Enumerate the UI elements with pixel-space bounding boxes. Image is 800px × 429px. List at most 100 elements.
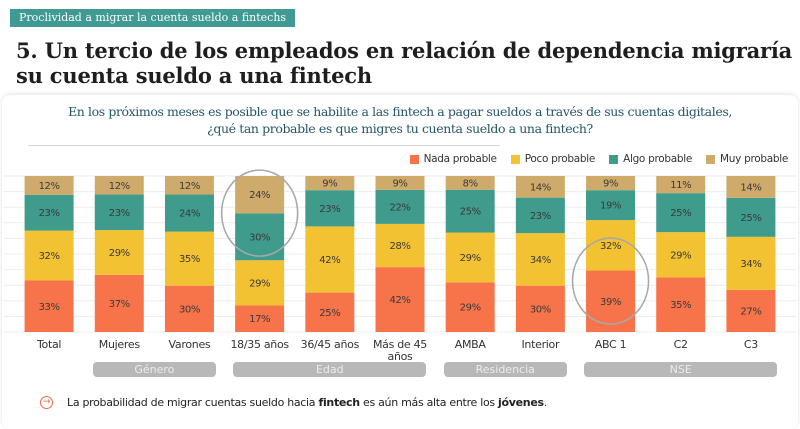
data-label: 35% (179, 254, 200, 265)
legend-label-muy: Muy probable (720, 153, 788, 165)
data-label: 17% (249, 314, 270, 325)
data-label: 27% (740, 306, 761, 317)
data-label: 25% (740, 213, 761, 224)
data-label: 24% (179, 209, 200, 220)
legend-item-muy: Muy probable (706, 153, 788, 165)
data-label: 29% (109, 248, 130, 259)
data-label: 14% (740, 182, 761, 193)
bar-segment-nada (586, 270, 636, 332)
data-label: 30% (179, 304, 200, 315)
data-label: 37% (109, 299, 130, 310)
data-label: 11% (670, 180, 691, 191)
question-line-2: ¿qué tan probable es que migres tu cuent… (207, 121, 593, 136)
data-label: 25% (460, 207, 481, 218)
bar-segment-muy (445, 176, 495, 190)
bar-segment-muy (94, 176, 144, 195)
bar-segment-muy (235, 176, 285, 214)
data-label: 9% (322, 179, 337, 190)
data-label: 42% (389, 295, 410, 306)
bar-segment-algo (515, 197, 565, 234)
bar-segment-nada (656, 277, 706, 332)
data-label: 30% (249, 232, 270, 243)
bar-segment-muy (164, 176, 214, 195)
bar-segment-algo (94, 194, 144, 231)
legend-swatch-poco (510, 154, 520, 164)
category-label: ABC 1 (595, 338, 627, 351)
bar-segment-algo (164, 194, 214, 232)
highlight-circle (571, 237, 650, 325)
note-text-2: es aún más alta entre los (359, 396, 499, 409)
bar-segment-nada (515, 285, 565, 332)
data-label: 34% (740, 259, 761, 270)
data-label: 32% (39, 251, 60, 262)
data-label: 33% (39, 302, 60, 313)
bar-segment-nada (235, 305, 285, 332)
bar-segment-nada (24, 280, 74, 332)
bar-segment-nada (305, 292, 355, 332)
data-label: 29% (460, 253, 481, 264)
legend-label-nada: Nada probable (423, 153, 497, 165)
category-label: Total (36, 338, 61, 351)
data-label: 35% (670, 300, 691, 311)
legend-swatch-nada (409, 154, 419, 164)
bar-segment-muy (305, 176, 355, 191)
category-label: C2 (674, 338, 688, 351)
category-label: años (388, 350, 414, 362)
bar-segment-nada (445, 282, 495, 332)
question-divider (28, 145, 500, 146)
legend-item-poco: Poco probable (510, 153, 595, 165)
data-label: 24% (249, 190, 270, 201)
group-label-nse: NSE (584, 362, 778, 377)
section-tag: Proclividad a migrar la cuenta sueldo a … (10, 9, 296, 27)
page-title: 5. Un tercio de los empleados en relació… (16, 38, 793, 88)
note-bold-jovenes: jóvenes (498, 396, 544, 409)
category-label: Mujeres (99, 338, 141, 351)
data-label: 23% (39, 208, 60, 219)
highlight-circle (220, 169, 299, 257)
data-label: 12% (39, 181, 60, 192)
bar-segment-nada (94, 274, 144, 332)
legend-label-algo: Algo probable (623, 153, 693, 165)
category-label: Interior (521, 338, 560, 351)
data-label: 30% (530, 304, 551, 315)
bar-segment-algo (586, 190, 636, 221)
data-label: 23% (109, 208, 130, 219)
data-label: 23% (319, 204, 340, 215)
group-label-residencia: Residencia (443, 362, 567, 377)
data-label: 39% (600, 297, 621, 308)
bar-segment-poco (94, 230, 144, 275)
data-label: 23% (530, 211, 551, 222)
bar-segment-poco (445, 232, 495, 283)
data-label: 29% (460, 303, 481, 314)
bar-segment-poco (515, 233, 565, 286)
data-label: 29% (249, 278, 270, 289)
bar-segment-muy (656, 176, 706, 194)
data-label: 25% (670, 208, 691, 219)
data-label: 14% (530, 182, 551, 193)
data-label: 22% (389, 202, 410, 213)
data-label: 12% (179, 181, 200, 192)
note-text-3: . (543, 396, 548, 409)
bar-segment-nada (375, 267, 425, 332)
category-label: 36/45 años (301, 338, 360, 351)
group-label-género: Género (92, 362, 216, 377)
data-label: 32% (600, 241, 621, 252)
insight-note: → La probabilidad de migrar cuentas suel… (40, 396, 547, 409)
bar-segment-muy (726, 176, 776, 198)
bar-segment-algo (656, 193, 706, 233)
bar-segment-muy (24, 176, 74, 195)
bar-segment-nada (164, 285, 214, 332)
bar-segment-muy (515, 176, 565, 198)
legend-item-algo: Algo probable (609, 153, 692, 165)
data-label: 29% (670, 250, 691, 261)
data-label: 34% (530, 255, 551, 266)
bar-segment-nada (726, 289, 776, 332)
bar-segment-poco (375, 223, 425, 268)
legend-swatch-algo (609, 154, 619, 164)
stacked-bar-chart: 33% 32% 23% 12% Total 37% 29% 23% 12% Mujeres 30% 3… (4, 169, 796, 362)
legend-item-nada: Nada probable (409, 153, 497, 165)
data-label: 42% (319, 255, 340, 266)
chart-question: En los próximos meses es posible que se … (0, 103, 800, 137)
data-label: 12% (109, 181, 130, 192)
category-groups: Género Edad Residencia NSE (0, 362, 800, 380)
